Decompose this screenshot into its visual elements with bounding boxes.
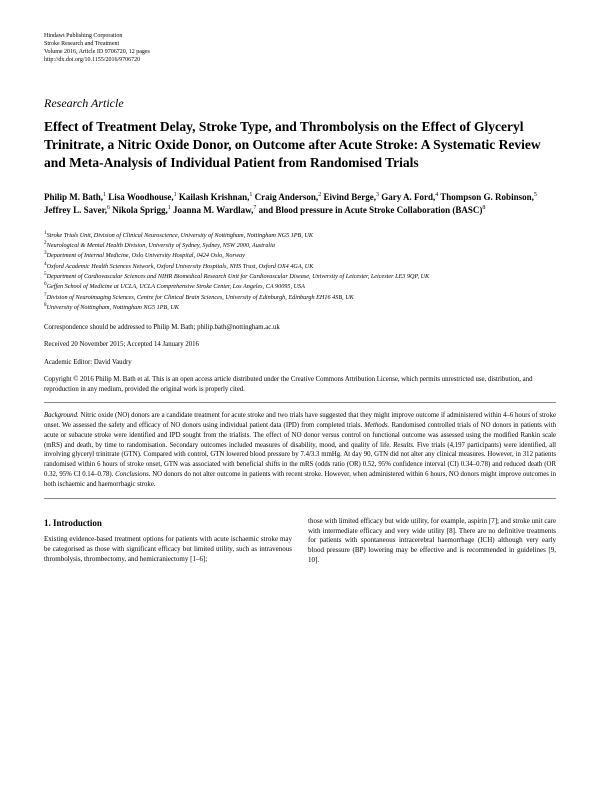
affiliations: 1Stroke Trials Unit, Division of Clinica… — [44, 230, 556, 313]
author-list: Philip M. Bath,1 Lisa Woodhouse,1 Kailas… — [44, 191, 556, 218]
column-right: those with limited efficacy but wide uti… — [308, 517, 556, 566]
publisher: Hindawi Publishing Corporation — [44, 32, 556, 40]
affiliation: 8University of Nottingham, Nottingham NG… — [44, 302, 556, 312]
body-paragraph: Existing evidence-based treatment option… — [44, 535, 292, 564]
affiliation: 6Geffen School of Medicine at UCLA, UCLA… — [44, 281, 556, 291]
affiliation: 7Division of Neuroimaging Sciences, Cent… — [44, 292, 556, 302]
volume-line: Volume 2016, Article ID 9706720, 12 page… — [44, 48, 556, 56]
section-heading-introduction: 1. Introduction — [44, 517, 292, 530]
abstract: Background. Nitric oxide (NO) donors are… — [44, 402, 556, 499]
affiliation: 1Stroke Trials Unit, Division of Clinica… — [44, 230, 556, 240]
publisher-meta: Hindawi Publishing Corporation Stroke Re… — [44, 32, 556, 64]
academic-editor: Academic Editor: David Vaudry — [44, 358, 556, 368]
correspondence: Correspondence should be addressed to Ph… — [44, 323, 556, 333]
abstract-results-label: Results. — [393, 442, 414, 449]
affiliation: 5Department of Cardiovascular Sciences a… — [44, 271, 556, 281]
doi-line: http://dx.doi.org/10.1155/2016/9706720 — [44, 56, 556, 64]
journal: Stroke Research and Treatment — [44, 40, 556, 48]
copyright-notice: Copyright © 2016 Philip M. Bath et al. T… — [44, 375, 556, 394]
body-paragraph: those with limited efficacy but wide uti… — [308, 517, 556, 566]
affiliation: 4Oxford Academic Health Sciences Network… — [44, 261, 556, 271]
body-columns: 1. Introduction Existing evidence-based … — [44, 517, 556, 566]
article-dates: Received 20 November 2015; Accepted 14 J… — [44, 340, 556, 350]
abstract-background-label: Background. — [44, 412, 79, 419]
article-type: Research Article — [44, 96, 556, 112]
article-title: Effect of Treatment Delay, Stroke Type, … — [44, 118, 556, 173]
column-left: 1. Introduction Existing evidence-based … — [44, 517, 292, 566]
abstract-methods-label: Methods. — [364, 422, 389, 429]
affiliation: 3Department of Internal Medicine, Oslo U… — [44, 250, 556, 260]
affiliation: 2Neurological & Mental Health Division, … — [44, 240, 556, 250]
abstract-conclusions-label: Conclusions. — [115, 471, 150, 478]
